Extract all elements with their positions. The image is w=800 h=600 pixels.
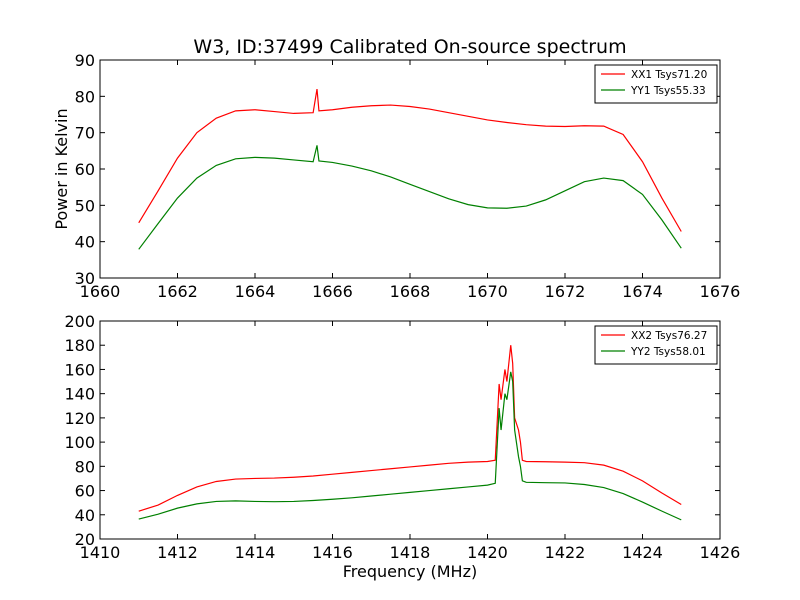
legend-label: YY1 Tsys55.33 xyxy=(630,85,706,97)
y-tick-label: 100 xyxy=(64,433,95,452)
x-tick-label: 1670 xyxy=(467,282,508,301)
x-tick-label: 1418 xyxy=(390,543,431,562)
x-tick-label: 1662 xyxy=(157,282,198,301)
y-tick-label: 40 xyxy=(75,506,95,525)
y-tick-label: 120 xyxy=(64,409,95,428)
legend-box xyxy=(594,64,718,104)
y-tick-label: 160 xyxy=(64,360,95,379)
y-tick-label: 90 xyxy=(75,51,95,70)
top-panel: 1660 1662 1664 1666 1668 1670 1672 1674 1676 30 40… xyxy=(52,51,740,301)
y-tick-label: 20 xyxy=(75,530,95,549)
y-axis-label: Power in Kelvin xyxy=(52,108,71,229)
x-tick-label: 1422 xyxy=(545,543,586,562)
legend-box xyxy=(594,325,718,365)
x-tick-label: 1668 xyxy=(390,282,431,301)
y-tick-label: 60 xyxy=(75,160,95,179)
chart-title: W3, ID:37499 Calibrated On-source spectr… xyxy=(193,36,626,58)
series-line-1-0 xyxy=(138,345,682,512)
y-tick-label: 40 xyxy=(75,233,95,252)
y-tick-label: 30 xyxy=(75,269,95,288)
y-tick-label: 80 xyxy=(75,87,95,106)
x-tick-label: 1672 xyxy=(545,282,586,301)
y-tick-label: 60 xyxy=(75,482,95,501)
x-tick-label: 1420 xyxy=(467,543,508,562)
legend: XX1 Tsys71.20 YY1 Tsys55.33 xyxy=(594,64,718,104)
legend-label: YY2 Tsys58.01 xyxy=(630,346,706,358)
y-tick-label: 80 xyxy=(75,457,95,476)
x-tick-label: 1426 xyxy=(700,543,741,562)
y-tick-label: 50 xyxy=(75,196,95,215)
y-tick-label: 70 xyxy=(75,124,95,143)
series-line-0-1 xyxy=(138,145,682,250)
legend-label: XX1 Tsys71.20 xyxy=(631,69,707,81)
x-tick-label: 1666 xyxy=(312,282,353,301)
series-line-1-1 xyxy=(138,371,682,521)
y-tick-label: 180 xyxy=(64,336,95,355)
x-axis-label: Frequency (MHz) xyxy=(343,562,477,581)
bottom-panel: 1410 1412 1414 1416 1418 1420 1422 1424 1426 20 40… xyxy=(64,312,740,581)
legend-label: XX2 Tsys76.27 xyxy=(631,330,707,342)
x-tick-label: 1424 xyxy=(622,543,663,562)
x-tick-label: 1416 xyxy=(312,543,353,562)
x-tick-label: 1664 xyxy=(235,282,276,301)
x-tick-label: 1410 xyxy=(80,543,121,562)
y-tick-label: 140 xyxy=(64,385,95,404)
legend: XX2 Tsys76.27 YY2 Tsys58.01 xyxy=(594,325,718,365)
x-tick-label: 1660 xyxy=(80,282,121,301)
series-line-0-0 xyxy=(138,88,682,232)
x-tick-label: 1414 xyxy=(235,543,276,562)
y-tick-label: 200 xyxy=(64,312,95,331)
x-tick-label: 1412 xyxy=(157,543,198,562)
x-tick-label: 1674 xyxy=(622,282,663,301)
x-tick-label: 1676 xyxy=(700,282,741,301)
